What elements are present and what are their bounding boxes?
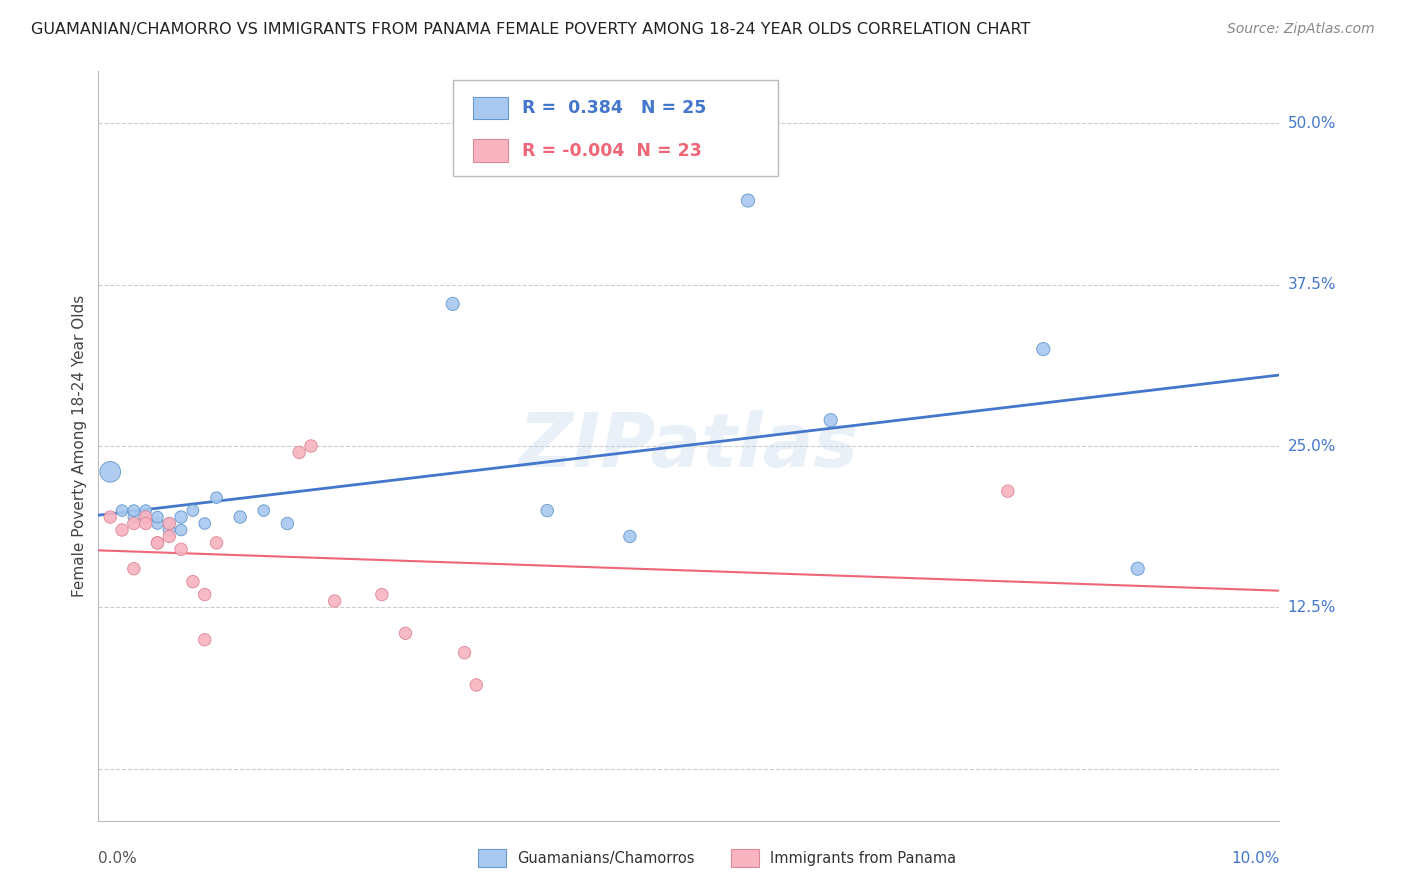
Point: [194, 516, 217, 531]
Point: [170, 510, 193, 524]
Point: [205, 491, 228, 505]
Point: [157, 516, 180, 531]
FancyBboxPatch shape: [472, 97, 508, 120]
Point: [135, 503, 157, 517]
Text: R = -0.004  N = 23: R = -0.004 N = 23: [523, 142, 702, 160]
Point: [253, 503, 276, 517]
Point: [111, 503, 134, 517]
Point: [135, 510, 157, 524]
Point: [288, 445, 311, 459]
Point: [465, 678, 488, 692]
Point: [619, 529, 641, 543]
Point: [146, 516, 169, 531]
Text: 10.0%: 10.0%: [1232, 851, 1279, 866]
Point: [441, 297, 464, 311]
Point: [536, 503, 558, 517]
Point: [170, 542, 193, 557]
Point: [146, 536, 169, 550]
FancyBboxPatch shape: [453, 80, 778, 177]
Text: 50.0%: 50.0%: [1288, 116, 1336, 130]
Point: [146, 536, 169, 550]
Point: [229, 510, 252, 524]
Text: 25.0%: 25.0%: [1288, 439, 1336, 453]
Point: [194, 588, 217, 602]
Point: [299, 439, 322, 453]
Y-axis label: Female Poverty Among 18-24 Year Olds: Female Poverty Among 18-24 Year Olds: [72, 295, 87, 597]
Text: 0.0%: 0.0%: [98, 851, 138, 866]
Point: [276, 516, 298, 531]
Point: [1126, 562, 1149, 576]
Point: [135, 510, 157, 524]
Text: Source: ZipAtlas.com: Source: ZipAtlas.com: [1227, 22, 1375, 37]
Point: [181, 503, 204, 517]
Point: [194, 632, 217, 647]
Point: [1032, 342, 1054, 356]
Text: ZIPatlas: ZIPatlas: [519, 409, 859, 483]
Point: [453, 646, 475, 660]
Point: [737, 194, 759, 208]
Point: [170, 523, 193, 537]
Point: [111, 523, 134, 537]
Point: [146, 510, 169, 524]
Point: [820, 413, 842, 427]
Text: Guamanians/Chamorros: Guamanians/Chamorros: [517, 851, 695, 865]
Point: [98, 465, 121, 479]
Point: [157, 523, 180, 537]
Point: [371, 588, 394, 602]
Point: [122, 510, 145, 524]
Point: [323, 594, 346, 608]
Text: GUAMANIAN/CHAMORRO VS IMMIGRANTS FROM PANAMA FEMALE POVERTY AMONG 18-24 YEAR OLD: GUAMANIAN/CHAMORRO VS IMMIGRANTS FROM PA…: [31, 22, 1031, 37]
Point: [157, 529, 180, 543]
Point: [122, 562, 145, 576]
Text: Immigrants from Panama: Immigrants from Panama: [770, 851, 956, 865]
Point: [122, 503, 145, 517]
Point: [98, 510, 121, 524]
Point: [122, 516, 145, 531]
Text: R =  0.384   N = 25: R = 0.384 N = 25: [523, 99, 707, 117]
Text: 12.5%: 12.5%: [1288, 600, 1336, 615]
Point: [181, 574, 204, 589]
Point: [205, 536, 228, 550]
Point: [135, 516, 157, 531]
Point: [997, 484, 1019, 499]
Point: [394, 626, 416, 640]
Text: 37.5%: 37.5%: [1288, 277, 1336, 292]
FancyBboxPatch shape: [472, 139, 508, 162]
Point: [157, 516, 180, 531]
